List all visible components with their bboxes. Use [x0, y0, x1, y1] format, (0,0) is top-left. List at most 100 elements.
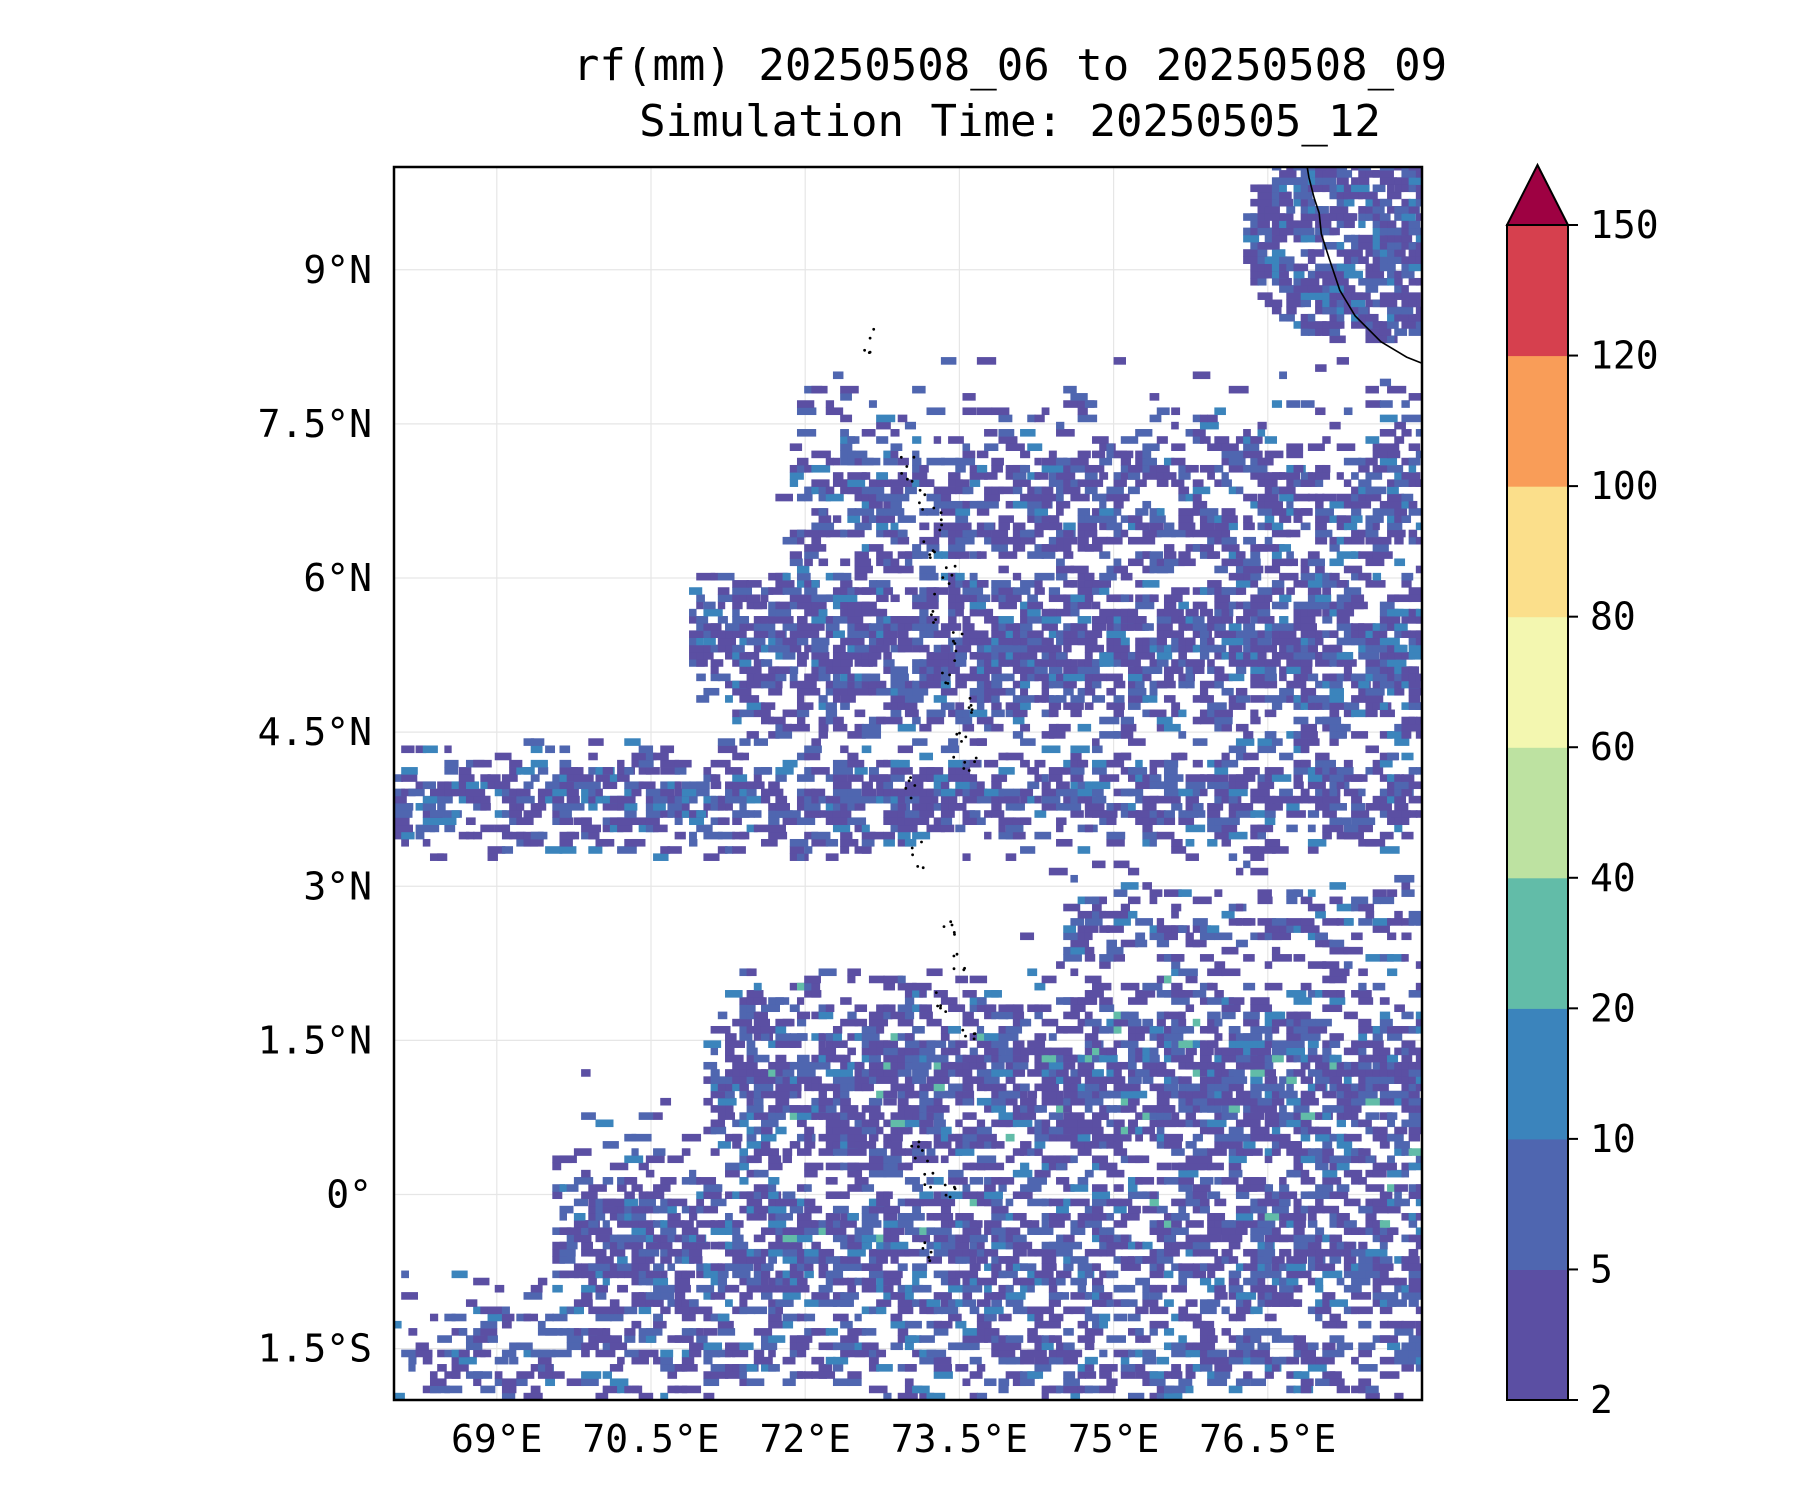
- rain-cell: [1092, 1054, 1102, 1063]
- rain-cell: [1415, 731, 1422, 739]
- rain-cell: [681, 1349, 692, 1358]
- rain-cell: [631, 1184, 643, 1192]
- rain-cell: [1149, 889, 1163, 897]
- rain-cell: [1408, 644, 1422, 653]
- rain-cell: [832, 1040, 848, 1048]
- rain-cell: [1163, 1054, 1178, 1063]
- rain-cell: [1228, 817, 1240, 826]
- rain-cell: [1221, 1112, 1238, 1120]
- rain-cell: [1250, 716, 1261, 725]
- rain-cell: [1163, 1227, 1176, 1235]
- rain-cell: [1408, 1025, 1419, 1034]
- rain-cell: [631, 759, 640, 768]
- rain-cell: [1279, 925, 1292, 933]
- rain-cell: [883, 637, 897, 646]
- rain-cell: [710, 673, 721, 682]
- rain-cell: [948, 1299, 959, 1307]
- rain-cell: [501, 831, 513, 840]
- rain-cell: [1135, 680, 1145, 689]
- rain-cell: [1005, 687, 1016, 696]
- rain-cell: [760, 795, 771, 804]
- rain-cell: [753, 1083, 774, 1092]
- rain-cell: [1192, 1018, 1201, 1027]
- rain-cell: [1300, 1177, 1316, 1185]
- rain-cell: [465, 1299, 478, 1307]
- rain-cell: [1293, 1256, 1307, 1264]
- rain-cell: [897, 1299, 917, 1307]
- rain-cell: [674, 1299, 686, 1307]
- rain-cell: [746, 1105, 764, 1113]
- rain-cell: [818, 1220, 831, 1228]
- rain-cell: [1048, 1220, 1065, 1228]
- rain-cell: [1228, 810, 1241, 818]
- rain-cell: [775, 1033, 787, 1041]
- rain-cell: [1077, 1335, 1095, 1343]
- rain-cell: [1293, 680, 1304, 689]
- rain-cell: [1343, 1198, 1361, 1207]
- rain-cell: [1408, 1349, 1422, 1358]
- rain-cell: [1192, 1184, 1211, 1192]
- rain-cell: [955, 1148, 975, 1156]
- rain-cell: [1199, 932, 1215, 941]
- rain-cell: [645, 1241, 662, 1250]
- rain-cell: [969, 759, 981, 768]
- rain-cell: [832, 774, 848, 782]
- rain-cell: [1343, 1169, 1363, 1178]
- rain-cell: [1250, 1356, 1270, 1365]
- rain-cell: [1228, 853, 1238, 861]
- rain-cell: [1063, 666, 1071, 674]
- rain-cell: [653, 803, 666, 811]
- rain-cell: [1250, 853, 1265, 861]
- rain-cell: [1106, 1069, 1115, 1077]
- rain-cell: [696, 810, 707, 818]
- rain-cell: [1250, 788, 1270, 797]
- rain-cell: [897, 1105, 912, 1113]
- rain-cell: [1351, 1090, 1359, 1099]
- rain-cell: [1070, 709, 1082, 718]
- rain-cell: [1113, 918, 1131, 926]
- rain-cell: [1329, 723, 1344, 732]
- rain-cell: [861, 1141, 875, 1149]
- rain-cell: [1034, 1277, 1048, 1286]
- rain-cell: [1199, 1263, 1208, 1271]
- rain-cell: [861, 1184, 875, 1192]
- rain-cell: [1048, 1299, 1061, 1307]
- rain-cell: [1365, 1155, 1375, 1164]
- rain-cell: [1408, 687, 1422, 696]
- rain-cell: [1372, 759, 1386, 768]
- rain-cell: [811, 623, 825, 631]
- rain-cell: [631, 1220, 646, 1228]
- rain-cell: [1387, 1342, 1401, 1351]
- rain-cell: [854, 759, 865, 768]
- rain-cell: [451, 1270, 468, 1279]
- rain-cell: [1250, 831, 1260, 840]
- rain-cell: [1387, 1069, 1399, 1077]
- rain-cell: [681, 781, 692, 790]
- rain-cell: [501, 774, 518, 782]
- rain-cell: [573, 1306, 584, 1315]
- rain-cell: [890, 1256, 899, 1264]
- rain-cell: [832, 803, 846, 811]
- rain-cell: [1415, 1234, 1422, 1243]
- rain-cell: [1279, 594, 1292, 603]
- rain-cell: [984, 1263, 998, 1271]
- rain-cell: [1293, 1112, 1307, 1120]
- rain-cell: [1271, 946, 1281, 955]
- rain-cell: [1092, 1162, 1106, 1171]
- rain-cell: [1063, 1112, 1073, 1120]
- rain-cell: [1408, 1097, 1422, 1106]
- rain-cell: [1178, 1169, 1199, 1178]
- rain-cell: [1005, 1342, 1022, 1351]
- rain-cell: [617, 1256, 628, 1264]
- rain-cell: [1379, 1011, 1391, 1020]
- rain-cell: [1185, 824, 1206, 833]
- rain-cell: [1063, 1234, 1075, 1243]
- rain-cell: [573, 1234, 592, 1243]
- rain-cell: [804, 1184, 812, 1192]
- rain-cell: [1293, 673, 1306, 682]
- rain-cell: [1048, 867, 1068, 876]
- rain-cell: [1300, 759, 1311, 768]
- rain-cell: [962, 1018, 979, 1027]
- rain-cell: [897, 810, 909, 818]
- rain-cell: [1394, 1256, 1404, 1264]
